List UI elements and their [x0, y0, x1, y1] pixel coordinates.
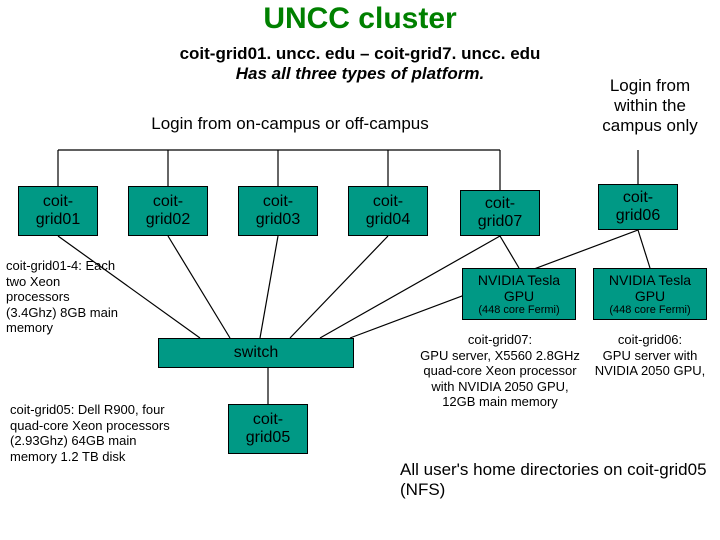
- node-label: coit-grid01: [23, 193, 93, 230]
- node-label: NVIDIA Tesla GPU: [467, 272, 571, 304]
- node-label: coit-grid03: [243, 193, 313, 230]
- desc-grid06: coit-grid06: GPU server with NVIDIA 2050…: [590, 332, 710, 379]
- subtitle-hosts: coit-grid01. uncc. edu – coit-grid7. unc…: [0, 44, 720, 64]
- node-tesla1: NVIDIA Tesla GPU (448 core Fermi): [462, 268, 576, 320]
- node-grid02: coit-grid02: [128, 186, 208, 236]
- node-label: NVIDIA Tesla GPU: [598, 272, 702, 304]
- node-grid04: coit-grid04: [348, 186, 428, 236]
- page-root: UNCC cluster coit-grid01. uncc. edu – co…: [0, 0, 720, 540]
- node-grid01: coit-grid01: [18, 186, 98, 236]
- node-grid03: coit-grid03: [238, 186, 318, 236]
- page-title: UNCC cluster: [0, 2, 720, 36]
- node-label: coit-grid02: [133, 193, 203, 230]
- node-label: coit-grid04: [353, 193, 423, 230]
- node-sublabel: (448 core Fermi): [598, 304, 702, 317]
- node-grid06: coit-grid06: [598, 184, 678, 230]
- node-tesla2: NVIDIA Tesla GPU (448 core Fermi): [593, 268, 707, 320]
- desc-nfs: All user's home directories on coit-grid…: [400, 460, 710, 501]
- desc-grid05: coit-grid05: Dell R900, four quad-core X…: [10, 402, 180, 464]
- node-switch: switch: [158, 338, 354, 368]
- subtitle-login: Login from on-campus or off-campus: [70, 114, 510, 134]
- node-grid07: coit-grid07: [460, 190, 540, 236]
- node-grid05: coit-grid05: [228, 404, 308, 454]
- login-within-text: Login from within the campus only: [590, 76, 710, 136]
- desc-grid01-4: coit-grid01-4: Each two Xeon processors …: [6, 258, 118, 336]
- node-label: coit-grid06: [603, 189, 673, 226]
- desc-grid07: coit-grid07: GPU server, X5560 2.8GHz qu…: [420, 332, 580, 410]
- node-label: coit-grid07: [465, 195, 535, 232]
- node-label: coit-grid05: [233, 411, 303, 448]
- node-label: switch: [234, 344, 278, 362]
- node-sublabel: (448 core Fermi): [467, 304, 571, 317]
